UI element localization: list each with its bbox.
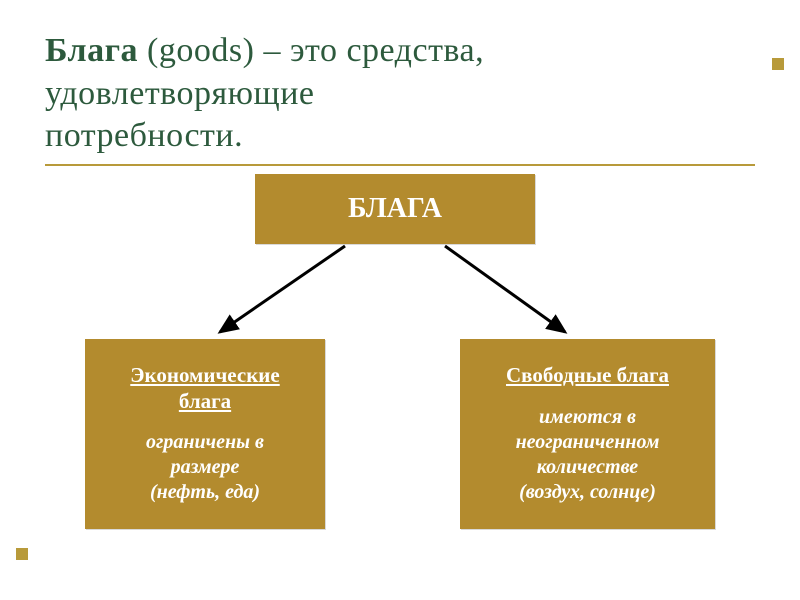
- title-block: Блага (goods) – это средства, удовлетвор…: [45, 30, 755, 166]
- child-desc-free: имеются в неограниченном количестве (воз…: [516, 405, 660, 505]
- child-title-l1: Экономические: [130, 363, 279, 387]
- title-strong: Блага: [45, 32, 138, 69]
- child-desc-r2: неограниченном: [516, 431, 660, 453]
- child-desc-r3: количестве: [537, 456, 638, 478]
- child-node-economic: Экономические блага ограничены в размере…: [85, 339, 325, 529]
- child-desc-l1: ограничены в: [146, 431, 264, 453]
- title-rest1: – это средства,: [254, 32, 484, 69]
- slide-container: Блага (goods) – это средства, удовлетвор…: [0, 0, 800, 600]
- title-underline: [45, 164, 755, 166]
- diagram-area: БЛАГА Экономические блага: [45, 174, 755, 544]
- child-desc-l2: размере: [171, 456, 240, 478]
- decorative-marker-tr: [772, 58, 784, 70]
- child-desc-economic: ограничены в размере (нефть, еда): [146, 430, 264, 505]
- child-title-free: Свободные блага: [506, 362, 669, 388]
- decorative-marker-bl: [16, 548, 28, 560]
- child-desc-l3: (нефть, еда): [150, 481, 260, 503]
- child-title-l2: блага: [179, 389, 231, 413]
- child-title-economic: Экономические блага: [130, 362, 279, 415]
- child-desc-r1: имеются в: [539, 406, 636, 428]
- title-paren: (goods): [147, 32, 254, 69]
- title-line-1: Блага (goods) – это средства,: [45, 30, 755, 73]
- child-node-free: Свободные блага имеются в неограниченном…: [460, 339, 715, 529]
- title-line-2: удовлетворяющие: [45, 73, 755, 116]
- child-desc-r4: (воздух, солнце): [519, 481, 656, 503]
- title-line-3: потребности.: [45, 115, 755, 158]
- child-title-r1: Свободные блага: [506, 363, 669, 387]
